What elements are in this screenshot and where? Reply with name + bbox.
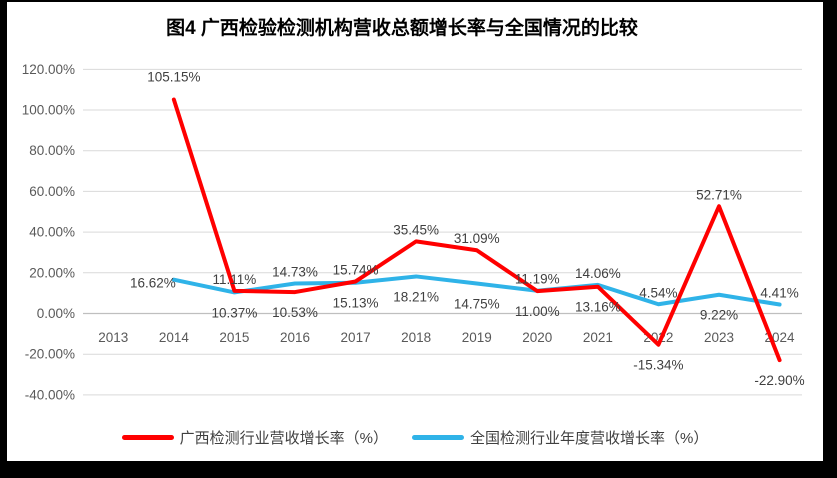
y-tick-label: 60.00% (29, 184, 75, 199)
data-label-national: 9.22% (700, 308, 738, 323)
data-label-guangxi: 105.15% (147, 70, 200, 85)
legend: 广西检测行业营收增长率（%） 全国检测行业年度营收增长率（%） (7, 427, 823, 448)
data-label-guangxi: 35.45% (393, 222, 439, 237)
data-label-guangxi: 52.71% (696, 187, 742, 202)
y-tick-label: -20.00% (25, 347, 75, 362)
y-tick-label: 40.00% (29, 225, 75, 240)
x-tick-label: 2015 (219, 330, 249, 345)
y-tick-label: 100.00% (22, 103, 75, 118)
x-tick-label: 2019 (462, 330, 492, 345)
data-label-national: 4.41% (760, 286, 798, 301)
legend-item-national: 全国检测行业年度营收增长率（%） (412, 427, 708, 448)
data-label-national: 14.73% (272, 265, 318, 280)
y-tick-label: 80.00% (29, 143, 75, 158)
data-label-guangxi: 15.74% (333, 262, 379, 277)
data-label-guangxi: 11.11% (213, 272, 257, 287)
series-line-guangxi (171, 97, 782, 363)
chart-title: 图4 广西检验检测机构营收总额增长率与全国情况的比较 (166, 18, 638, 39)
data-label-guangxi: 11.00% (515, 304, 560, 319)
legend-swatch-national-line (412, 435, 464, 440)
x-tick-label: 2014 (159, 330, 190, 345)
x-tick-label: 2017 (341, 330, 371, 345)
data-label-national: 10.37% (212, 305, 258, 320)
data-label-national: 11.19% (515, 272, 560, 287)
y-tick-label: 20.00% (29, 265, 75, 280)
x-tick-label: 2013 (98, 330, 128, 345)
data-label-guangxi: 31.09% (454, 231, 500, 246)
legend-swatch-guangxi-line (121, 435, 174, 440)
data-label-national: 18.21% (393, 289, 439, 304)
x-tick-label: 2023 (704, 330, 734, 345)
legend-label-guangxi: 广西检测行业营收增长率（%） (179, 430, 388, 447)
data-label-national: 14.06% (575, 266, 621, 281)
x-tick-label: 2021 (583, 330, 613, 345)
data-label-national: 16.62% (130, 276, 176, 291)
y-tick-label: -40.00% (25, 387, 75, 402)
data-label-guangxi: -22.90% (754, 373, 804, 388)
data-label-guangxi: 10.53% (272, 305, 318, 320)
legend-label-national: 全国检测行业年度营收增长率（%） (470, 430, 709, 447)
legend-item-guangxi: 广西检测行业营收增长率（%） (121, 427, 388, 448)
data-label-national: 4.54% (639, 285, 677, 300)
data-label-guangxi: -15.34% (633, 358, 683, 373)
x-tick-label: 2022 (643, 330, 673, 345)
y-tick-label: 120.00% (22, 62, 75, 77)
data-label-national: 15.13% (333, 296, 379, 311)
y-tick-label: 0.00% (37, 306, 75, 321)
x-tick-label: 2018 (401, 330, 431, 345)
x-tick-label: 2020 (522, 330, 552, 345)
data-label-guangxi: 13.16% (575, 300, 621, 315)
data-label-national: 14.75% (454, 296, 500, 311)
chart-canvas (7, 2, 823, 461)
x-tick-label: 2016 (280, 330, 310, 345)
